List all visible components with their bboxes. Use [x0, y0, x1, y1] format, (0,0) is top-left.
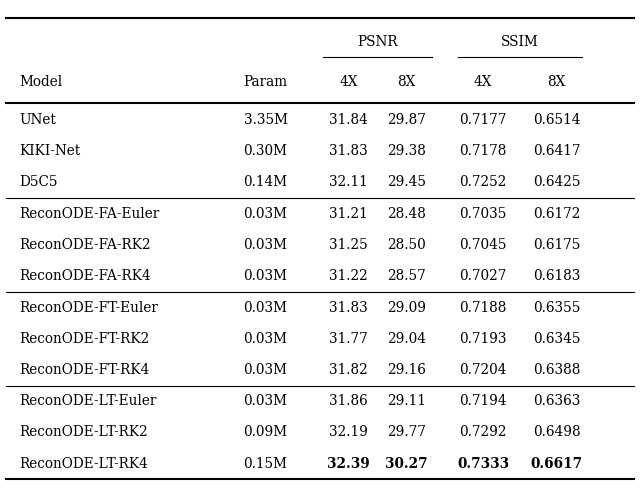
Text: 31.77: 31.77	[330, 332, 368, 346]
Text: 31.22: 31.22	[330, 269, 368, 283]
Text: 0.7292: 0.7292	[460, 426, 507, 440]
Text: 0.09M: 0.09M	[244, 426, 287, 440]
Text: 8X: 8X	[397, 76, 415, 90]
Text: 0.6363: 0.6363	[533, 394, 580, 408]
Text: ReconODE-LT-RK2: ReconODE-LT-RK2	[19, 426, 148, 440]
Text: ReconODE-FA-Euler: ReconODE-FA-Euler	[19, 207, 159, 221]
Text: Model: Model	[19, 76, 63, 90]
Text: 0.7188: 0.7188	[460, 300, 507, 314]
Text: 3.35M: 3.35M	[244, 113, 287, 127]
Text: 0.03M: 0.03M	[244, 269, 287, 283]
Text: 0.30M: 0.30M	[244, 144, 287, 158]
Text: 0.6417: 0.6417	[533, 144, 580, 158]
Text: 0.6345: 0.6345	[533, 332, 580, 346]
Text: 0.7252: 0.7252	[460, 176, 507, 190]
Text: 31.25: 31.25	[330, 238, 368, 252]
Text: 31.86: 31.86	[330, 394, 368, 408]
Text: ReconODE-FA-RK4: ReconODE-FA-RK4	[19, 269, 151, 283]
Text: 29.16: 29.16	[387, 363, 426, 377]
Text: 29.04: 29.04	[387, 332, 426, 346]
Text: PSNR: PSNR	[357, 36, 398, 50]
Text: Param: Param	[244, 76, 287, 90]
Text: ReconODE-LT-Euler: ReconODE-LT-Euler	[19, 394, 157, 408]
Text: 0.7204: 0.7204	[460, 363, 507, 377]
Text: 29.45: 29.45	[387, 176, 426, 190]
Text: ReconODE-LT-RK4: ReconODE-LT-RK4	[19, 457, 148, 471]
Text: 0.7177: 0.7177	[460, 113, 507, 127]
Text: 31.83: 31.83	[330, 144, 368, 158]
Text: ReconODE-FT-RK4: ReconODE-FT-RK4	[19, 363, 150, 377]
Text: KIKI-Net: KIKI-Net	[19, 144, 81, 158]
Text: 30.27: 30.27	[385, 457, 428, 471]
Text: 0.6388: 0.6388	[533, 363, 580, 377]
Text: 0.7193: 0.7193	[460, 332, 507, 346]
Text: 28.48: 28.48	[387, 207, 426, 221]
Text: 0.6514: 0.6514	[533, 113, 580, 127]
Text: 0.7045: 0.7045	[460, 238, 507, 252]
Text: 0.7027: 0.7027	[460, 269, 507, 283]
Text: 0.03M: 0.03M	[244, 332, 287, 346]
Text: 0.6425: 0.6425	[533, 176, 580, 190]
Text: 0.03M: 0.03M	[244, 363, 287, 377]
Text: 8X: 8X	[548, 76, 566, 90]
Text: 0.6355: 0.6355	[533, 300, 580, 314]
Text: D5C5: D5C5	[19, 176, 58, 190]
Text: 0.7178: 0.7178	[460, 144, 507, 158]
Text: 0.03M: 0.03M	[244, 207, 287, 221]
Text: 28.50: 28.50	[387, 238, 426, 252]
Text: 31.84: 31.84	[330, 113, 368, 127]
Text: 31.83: 31.83	[330, 300, 368, 314]
Text: 32.39: 32.39	[328, 457, 370, 471]
Text: 29.11: 29.11	[387, 394, 426, 408]
Text: 0.6172: 0.6172	[533, 207, 580, 221]
Text: ReconODE-FA-RK2: ReconODE-FA-RK2	[19, 238, 151, 252]
Text: ReconODE-FT-RK2: ReconODE-FT-RK2	[19, 332, 150, 346]
Text: 4X: 4X	[474, 76, 492, 90]
Text: ReconODE-FT-Euler: ReconODE-FT-Euler	[19, 300, 158, 314]
Text: 0.7035: 0.7035	[460, 207, 507, 221]
Text: SSIM: SSIM	[501, 36, 539, 50]
Text: 28.57: 28.57	[387, 269, 426, 283]
Text: 31.82: 31.82	[330, 363, 368, 377]
Text: 0.03M: 0.03M	[244, 300, 287, 314]
Text: 29.38: 29.38	[387, 144, 426, 158]
Text: UNet: UNet	[19, 113, 56, 127]
Text: 29.77: 29.77	[387, 426, 426, 440]
Text: 32.19: 32.19	[330, 426, 368, 440]
Text: 29.09: 29.09	[387, 300, 426, 314]
Text: 0.6617: 0.6617	[531, 457, 583, 471]
Text: 31.21: 31.21	[330, 207, 368, 221]
Text: 29.87: 29.87	[387, 113, 426, 127]
Text: 0.6183: 0.6183	[533, 269, 580, 283]
Text: 0.03M: 0.03M	[244, 238, 287, 252]
Text: 0.15M: 0.15M	[244, 457, 287, 471]
Text: 0.14M: 0.14M	[244, 176, 287, 190]
Text: 0.6498: 0.6498	[533, 426, 580, 440]
Text: 0.03M: 0.03M	[244, 394, 287, 408]
Text: 0.6175: 0.6175	[533, 238, 580, 252]
Text: 32.11: 32.11	[330, 176, 368, 190]
Text: 4X: 4X	[340, 76, 358, 90]
Text: 0.7333: 0.7333	[457, 457, 509, 471]
Text: 0.7194: 0.7194	[460, 394, 507, 408]
